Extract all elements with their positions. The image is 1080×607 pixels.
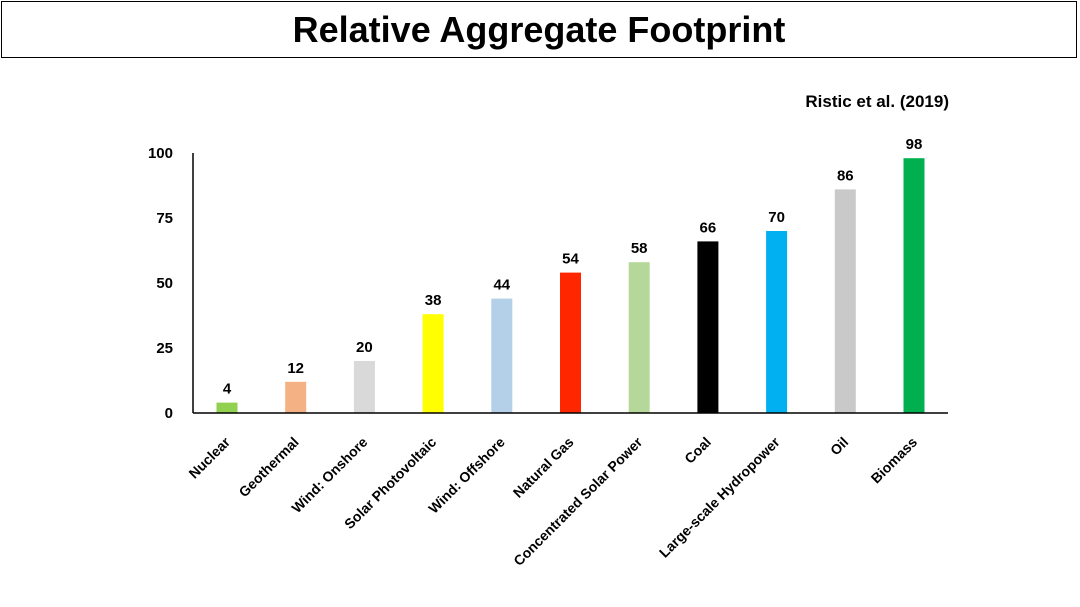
source-citation: Ristic et al. (2019)	[805, 92, 949, 111]
data-label: 70	[768, 209, 785, 226]
bar	[216, 402, 238, 413]
data-label: 98	[906, 136, 923, 153]
data-label: 12	[287, 360, 304, 377]
data-label: 38	[425, 292, 442, 309]
category-label: Biomass	[868, 434, 921, 487]
data-label: 54	[562, 251, 579, 268]
y-tick-label: 0	[165, 405, 173, 422]
bar	[491, 298, 513, 413]
category-label: Natural Gas	[510, 434, 577, 501]
category-label: Coal	[681, 434, 714, 467]
y-tick-label: 50	[156, 275, 173, 292]
y-tick-label: 75	[156, 210, 173, 227]
bar	[422, 314, 444, 413]
chart-title: Relative Aggregate Footprint	[292, 8, 786, 50]
bar	[560, 272, 581, 413]
data-label: 66	[700, 219, 717, 236]
bar	[285, 381, 307, 413]
bar	[353, 361, 375, 413]
bar	[628, 262, 650, 413]
y-tick-label: 25	[156, 340, 173, 357]
bars	[216, 158, 925, 413]
bar	[697, 241, 719, 413]
category-label: Oil	[827, 434, 852, 459]
data-label: 86	[837, 167, 854, 184]
data-label: 44	[493, 277, 510, 294]
category-label: Nuclear	[185, 433, 233, 481]
bar	[766, 231, 788, 413]
y-axis: 0 25 50 75 100	[148, 145, 194, 422]
data-labels: 4 12 20 38 44 54 58 66 70 86 98	[223, 136, 923, 397]
category-label: Geothermal	[235, 434, 301, 500]
data-label: 20	[356, 339, 373, 356]
data-label: 58	[631, 240, 648, 257]
category-label: Large-scale Hydropower	[656, 433, 783, 560]
bar	[834, 189, 856, 413]
data-label: 4	[223, 381, 232, 398]
y-tick-label: 100	[148, 145, 173, 162]
category-label: Concentrated Solar Power	[510, 433, 645, 568]
bar	[903, 158, 925, 413]
title-box: Relative Aggregate Footprint	[1, 1, 1077, 58]
